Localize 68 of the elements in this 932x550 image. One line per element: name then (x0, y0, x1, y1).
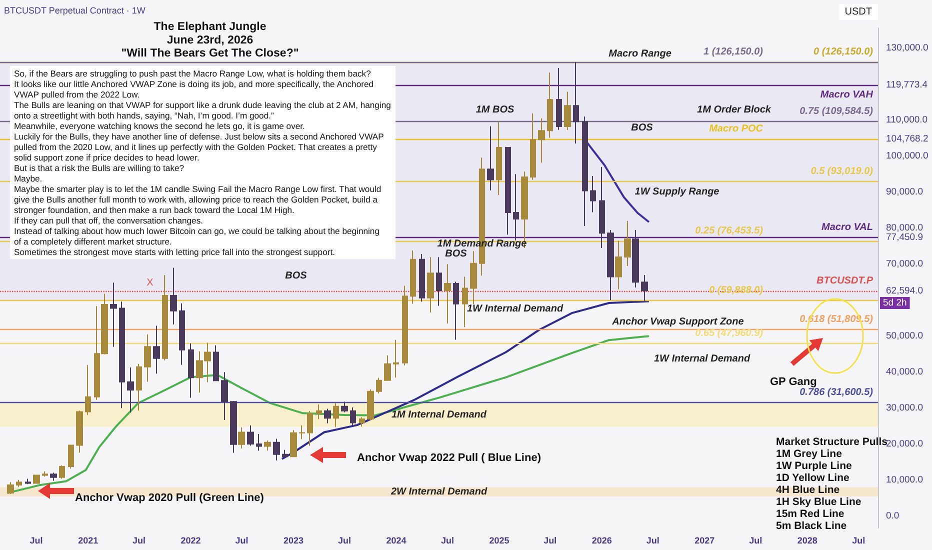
annotation: BOS (285, 270, 308, 282)
annotation: Macro Range (608, 48, 672, 60)
ref-line-label: 0.75 (109,584.5) (800, 106, 874, 118)
annotation: 1W Supply Range (634, 186, 720, 198)
ref-line-label: BTCUSDT.P (816, 275, 874, 286)
x-tick-label: Jul (440, 536, 454, 546)
text: June 23rd, 2026 "Will The Bears Get The Close?" (121, 34, 299, 60)
ref-line-label: 0 (59,888.0) (709, 285, 764, 296)
annotation: 1W Internal Demand (466, 304, 564, 314)
y-tick-label: 119,773.4 (886, 79, 928, 90)
annotation: Anchor Vwap 2020 Pull (Green Line) (75, 492, 264, 504)
annotation: 1M Order Block (697, 104, 772, 116)
y-tick-label: 130,000.0 (886, 42, 928, 54)
y-tick-label: 20,000.0 (886, 438, 923, 450)
ref-line-label: 1 (126,150.0) (704, 46, 764, 58)
text: So, if the Bears are struggling to push past the Macro Range Low, what is holding them back? It looks like our little Anchored VWAP Zone is doing its job, and more specifically, the Anchored VWAP pulled from the 2022 Low. The Bulls are leaning on that VWAP for support like a drunk dude leaving the club at 2 AM, hanging onto a streetlight with both hands, saying, “Nah, I’m good. I’m good.” Meanwhile, everyone watching knows the second he lets go, it is game over. Luckily for the Bulls, they have another line of defense. Just below sits a second Anchored VWAP pulled from the 2020 Low, and it lines up perfectly with the Golden Pocket. That creates a pretty solid support zone if price decides to head lower. But is that a risk the Bulls are willing to take? Maybe. Maybe the smarter play is to let the 1M candle Swing Fail the Macro Range Low first. That would give the Bulls another full month to work with, allowing price to reach the Golden Pocket, build a stronger foundation, and then make a run back toward the Local 1M High. If they can pull that off, the conversation changes. Instead of talking about how much lower Bitcoin can go, we could be talking about the beginning of a completely different market structure. Sometimes the strongest move starts with letting price fall into the strongest support. (14, 68, 391, 257)
y-tick-label: 0.0 (886, 510, 900, 522)
y-tick-label: 100,000.0 (886, 150, 928, 162)
ref-line-label: 0.5 (93,019.0) (810, 166, 874, 177)
x-tick-label: 2023 (283, 536, 304, 546)
chart-title: The Elephant Jungle (154, 21, 266, 33)
x-tick-label: Jul (544, 536, 557, 546)
y-tick-label: 104,768.2 (886, 133, 928, 144)
y-axis-title: USDT (844, 6, 872, 18)
y-tick-label: 50,000.0 (886, 330, 923, 342)
x-tick-label: Jul (646, 536, 660, 546)
x-tick-label: Jul (852, 536, 866, 546)
x-tick-label: Jul (235, 536, 248, 546)
ref-line-label: Macro VAL (822, 222, 873, 233)
annotation: Market Structure Pulls 1M Grey Line 1W Purple Line 1D Yellow Line 4H Blue Line 1H Sky Blue Line 15m Red Line 5m Black Line (776, 436, 888, 532)
x-tick-label: 2024 (386, 536, 406, 546)
ref-line-label: Macro POC (709, 123, 764, 134)
band-label: 2W Internal Demand (390, 486, 488, 498)
annotation: Anchor Vwap Support Zone (611, 316, 744, 328)
ref-line-label: 0.25 (76,453.5) (695, 225, 764, 236)
annotation: 1M BOS (476, 104, 514, 116)
ref-line-label: 0.65 (47,960.9) (695, 328, 764, 339)
y-tick-label: 90,000.0 (886, 186, 923, 198)
annotation: X (146, 278, 154, 288)
x-tick-label: 2021 (78, 536, 98, 546)
x-tick-label: Jul (749, 536, 762, 546)
annotation: Anchor Vwap 2022 Pull ( Blue Line) (357, 452, 542, 464)
annotation: GP Gang (770, 376, 817, 388)
x-tick-label: 2025 (489, 536, 510, 546)
annotation: BOS (631, 122, 654, 134)
x-tick-label: Jul (132, 536, 146, 546)
x-tick-label: 2022 (180, 536, 201, 546)
annotation: 1W Internal Demand (654, 354, 751, 364)
x-tick-label: Jul (338, 536, 351, 546)
ref-line-label: Macro VAH (820, 89, 874, 100)
annotation: BOS (445, 248, 468, 260)
y-tick-label: 110,000.0 (886, 114, 928, 126)
x-tick-label: 2026 (592, 536, 612, 546)
x-tick-label: 2028 (797, 536, 818, 546)
x-tick-label: 2027 (694, 536, 715, 546)
x-tick-label: Jul (30, 536, 43, 546)
y-tick-label: 77,450.9 (886, 232, 923, 243)
y-tick-label: 62,594.0 (886, 285, 923, 296)
y-tick-label: 40,000.0 (886, 366, 923, 378)
ref-line-label: 0.786 (31,600.5) (800, 386, 874, 398)
band-label: 1M Internal Demand (391, 409, 488, 420)
y-tick-label: 80,000.0 (886, 222, 923, 234)
y-tick-label: 30,000.0 (886, 402, 923, 414)
y-tick-label: 70,000.0 (886, 258, 923, 270)
text: 5d 2h (883, 298, 907, 308)
y-tick-label: 10,000.0 (886, 474, 923, 486)
text: BTCUSDT Perpetual Contract · 1W (4, 6, 146, 16)
ref-line-label: 0 (126,150.0) (814, 46, 874, 58)
